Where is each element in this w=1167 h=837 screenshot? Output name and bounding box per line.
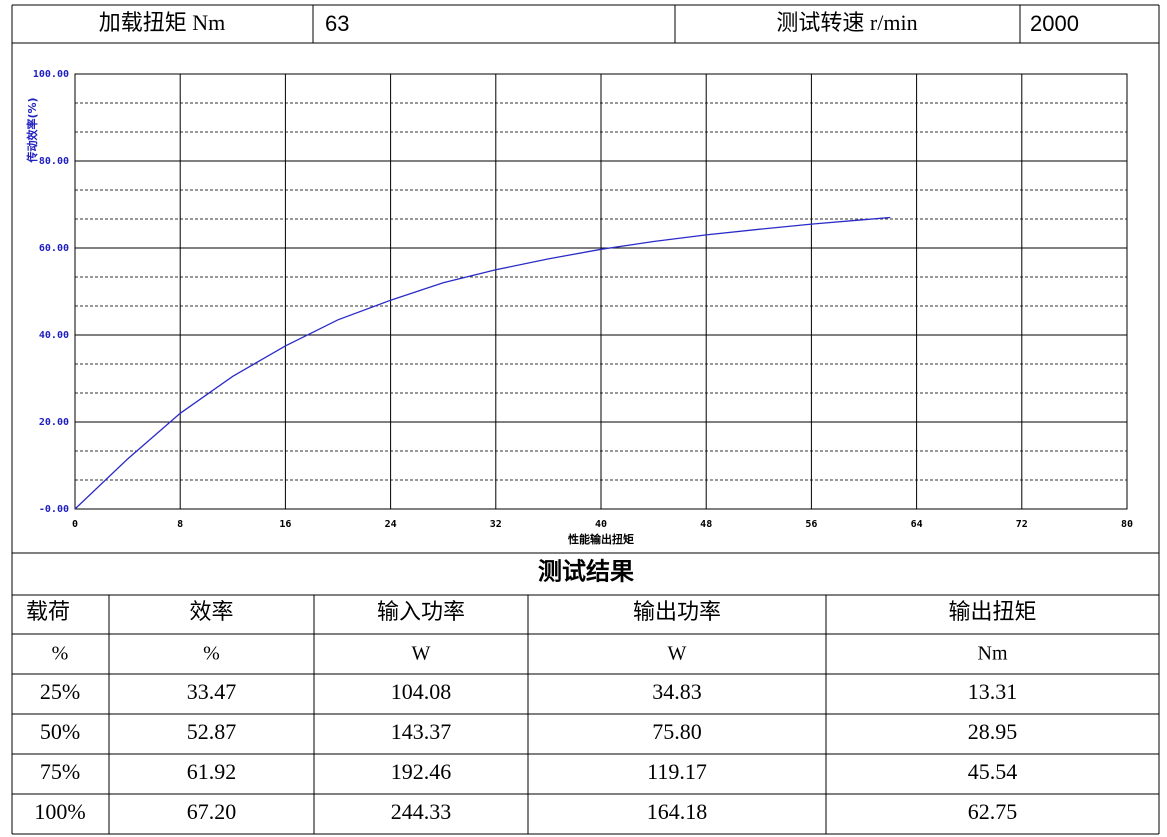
x-tick-label: 32: [490, 519, 502, 530]
y-tick-label: 80.00: [39, 156, 69, 167]
unit-cell: W: [412, 643, 431, 665]
header-cell: 测试转速 r/min: [776, 10, 917, 35]
header-cell: 加载扭矩 Nm: [99, 10, 226, 35]
y-axis-label: 传动效率(%): [25, 97, 39, 163]
data-cell: 244.33: [391, 799, 452, 824]
data-cell: 61.92: [187, 759, 237, 784]
header-cell: 2000: [1030, 11, 1079, 36]
data-cell: 143.37: [391, 719, 452, 744]
data-cell: 25%: [40, 679, 80, 704]
data-cell: 34.83: [652, 679, 702, 704]
data-cell: 192.46: [391, 759, 452, 784]
data-cell: 164.18: [647, 799, 708, 824]
data-cell: 104.08: [391, 679, 452, 704]
results-title: 测试结果: [538, 559, 634, 586]
unit-cell: %: [203, 643, 220, 665]
x-tick-label: 0: [72, 519, 78, 530]
data-cell: 28.95: [968, 719, 1018, 744]
unit-cell: Nm: [978, 643, 1008, 665]
line-series: [74, 216, 891, 510]
column-header: 效率: [189, 599, 233, 624]
x-tick-label: 56: [805, 519, 817, 530]
data-cell: 62.75: [968, 799, 1018, 824]
unit-cell: %: [52, 643, 69, 665]
y-tick-label: 20.00: [39, 417, 69, 428]
data-cell: 100%: [34, 799, 85, 824]
x-tick-label: 16: [279, 519, 291, 530]
x-tick-label: 72: [1016, 519, 1028, 530]
y-tick-label: 60.00: [39, 243, 69, 254]
x-axis-label: 性能输出扭矩: [568, 532, 634, 546]
x-tick-label: 8: [177, 519, 183, 530]
x-tick-label: 24: [385, 519, 397, 530]
column-header: 载荷: [26, 599, 70, 624]
column-header: 输出扭矩: [948, 599, 1036, 624]
data-cell: 119.17: [647, 759, 707, 784]
x-tick-label: 40: [595, 519, 607, 530]
data-cell: 50%: [40, 719, 80, 744]
column-header: 输入功率: [377, 599, 465, 624]
x-tick-label: 48: [700, 519, 712, 530]
x-tick-label: 80: [1121, 519, 1133, 530]
data-cell: 75.80: [652, 719, 702, 744]
column-header: 输出功率: [633, 599, 721, 624]
data-cell: 13.31: [968, 679, 1018, 704]
data-cell: 67.20: [187, 799, 237, 824]
data-cell: 52.87: [187, 719, 237, 744]
data-cell: 45.54: [968, 759, 1018, 784]
y-tick-label: 40.00: [39, 330, 69, 341]
unit-cell: W: [668, 643, 687, 665]
plot-frame: [74, 73, 1128, 510]
header-cell: 63: [325, 11, 349, 36]
data-cell: 75%: [40, 759, 80, 784]
y-tick-label: 100.00: [33, 69, 69, 80]
data-cell: 33.47: [187, 679, 237, 704]
y-tick-label: -0.00: [39, 504, 69, 515]
x-tick-label: 64: [911, 519, 923, 530]
